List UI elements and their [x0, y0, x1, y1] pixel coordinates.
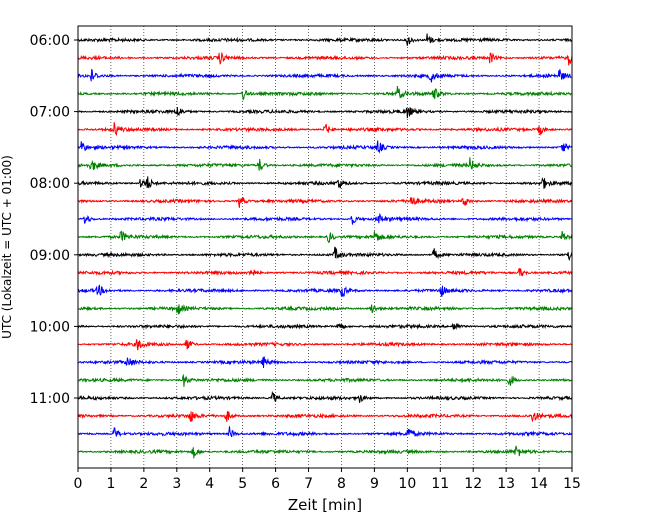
x-tick-label: 15: [563, 476, 581, 492]
x-tick-label: 8: [337, 476, 346, 492]
x-tick-label: 13: [497, 476, 515, 492]
trace-line: [77, 304, 573, 315]
x-axis-label: Zeit [min]: [288, 496, 362, 514]
y-tick-label: 09:00: [30, 248, 70, 264]
y-tick-label: 07:00: [30, 105, 70, 121]
trace-line: [77, 122, 573, 137]
y-axis-label: UTC (Lokalzeit = UTC + 01:00): [0, 155, 14, 339]
x-tick-label: 14: [530, 476, 548, 492]
trace-line: [77, 52, 573, 66]
x-tick-label: 6: [271, 476, 280, 492]
x-tick-label: 9: [370, 476, 379, 492]
trace-line: [77, 322, 573, 331]
trace-line: [77, 176, 573, 189]
y-tick-label: 10:00: [30, 319, 70, 335]
x-tick-label: 4: [205, 476, 214, 492]
trace-line: [77, 212, 573, 225]
trace-line: [77, 339, 573, 351]
trace-line: [77, 426, 573, 438]
trace-line: [77, 106, 573, 119]
trace-line: [77, 69, 573, 83]
x-tick-label: 11: [431, 476, 449, 492]
seismogram-traces: [77, 33, 573, 459]
trace-line: [77, 157, 573, 171]
trace-line: [77, 356, 573, 368]
x-tick-label: 0: [74, 476, 83, 492]
trace-line: [77, 267, 573, 277]
trace-line: [77, 230, 573, 244]
y-axis-ticks: 06:00 07:00 08:00 09:00 10:00 11:00: [30, 33, 78, 407]
x-tick-label: 5: [238, 476, 247, 492]
x-tick-label: 7: [304, 476, 313, 492]
trace-line: [77, 284, 573, 297]
x-tick-label: 2: [139, 476, 148, 492]
trace-line: [77, 85, 573, 101]
x-tick-label: 1: [106, 476, 115, 492]
trace-line: [77, 33, 573, 46]
y-tick-label: 06:00: [30, 33, 70, 49]
trace-line: [77, 410, 573, 423]
x-axis-ticks: 0 1 2 3 4 5 6 7 8 9 10 11 12 13 14 15: [74, 468, 581, 492]
trace-line: [77, 445, 573, 459]
trace-line: [77, 246, 573, 262]
y-tick-label: 08:00: [30, 176, 70, 192]
trace-line: [77, 390, 573, 403]
trace-line: [77, 140, 573, 154]
x-tick-label: 3: [172, 476, 181, 492]
trace-line: [77, 196, 573, 208]
plot-frame: [77, 25, 573, 469]
y-tick-label: 11:00: [30, 391, 70, 407]
x-tick-label: 12: [464, 476, 482, 492]
trace-line: [77, 373, 573, 387]
x-tick-label: 10: [398, 476, 416, 492]
